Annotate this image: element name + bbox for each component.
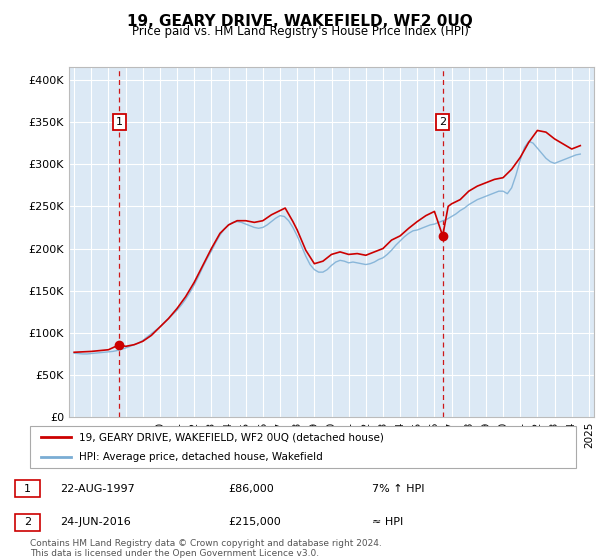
Text: ≈ HPI: ≈ HPI <box>372 517 403 528</box>
Text: £215,000: £215,000 <box>228 517 281 528</box>
Text: 19, GEARY DRIVE, WAKEFIELD, WF2 0UQ (detached house): 19, GEARY DRIVE, WAKEFIELD, WF2 0UQ (det… <box>79 432 384 442</box>
Text: Price paid vs. HM Land Registry's House Price Index (HPI): Price paid vs. HM Land Registry's House … <box>131 25 469 38</box>
Text: 1: 1 <box>116 117 123 127</box>
Text: Contains HM Land Registry data © Crown copyright and database right 2024.
This d: Contains HM Land Registry data © Crown c… <box>30 539 382 558</box>
Text: 24-JUN-2016: 24-JUN-2016 <box>60 517 131 528</box>
Text: 22-AUG-1997: 22-AUG-1997 <box>60 484 135 494</box>
Text: HPI: Average price, detached house, Wakefield: HPI: Average price, detached house, Wake… <box>79 452 323 461</box>
Text: £86,000: £86,000 <box>228 484 274 494</box>
Text: 19, GEARY DRIVE, WAKEFIELD, WF2 0UQ: 19, GEARY DRIVE, WAKEFIELD, WF2 0UQ <box>127 14 473 29</box>
Text: 2: 2 <box>439 117 446 127</box>
Text: 2: 2 <box>24 517 31 528</box>
Text: 7% ↑ HPI: 7% ↑ HPI <box>372 484 425 494</box>
Text: 1: 1 <box>24 484 31 494</box>
